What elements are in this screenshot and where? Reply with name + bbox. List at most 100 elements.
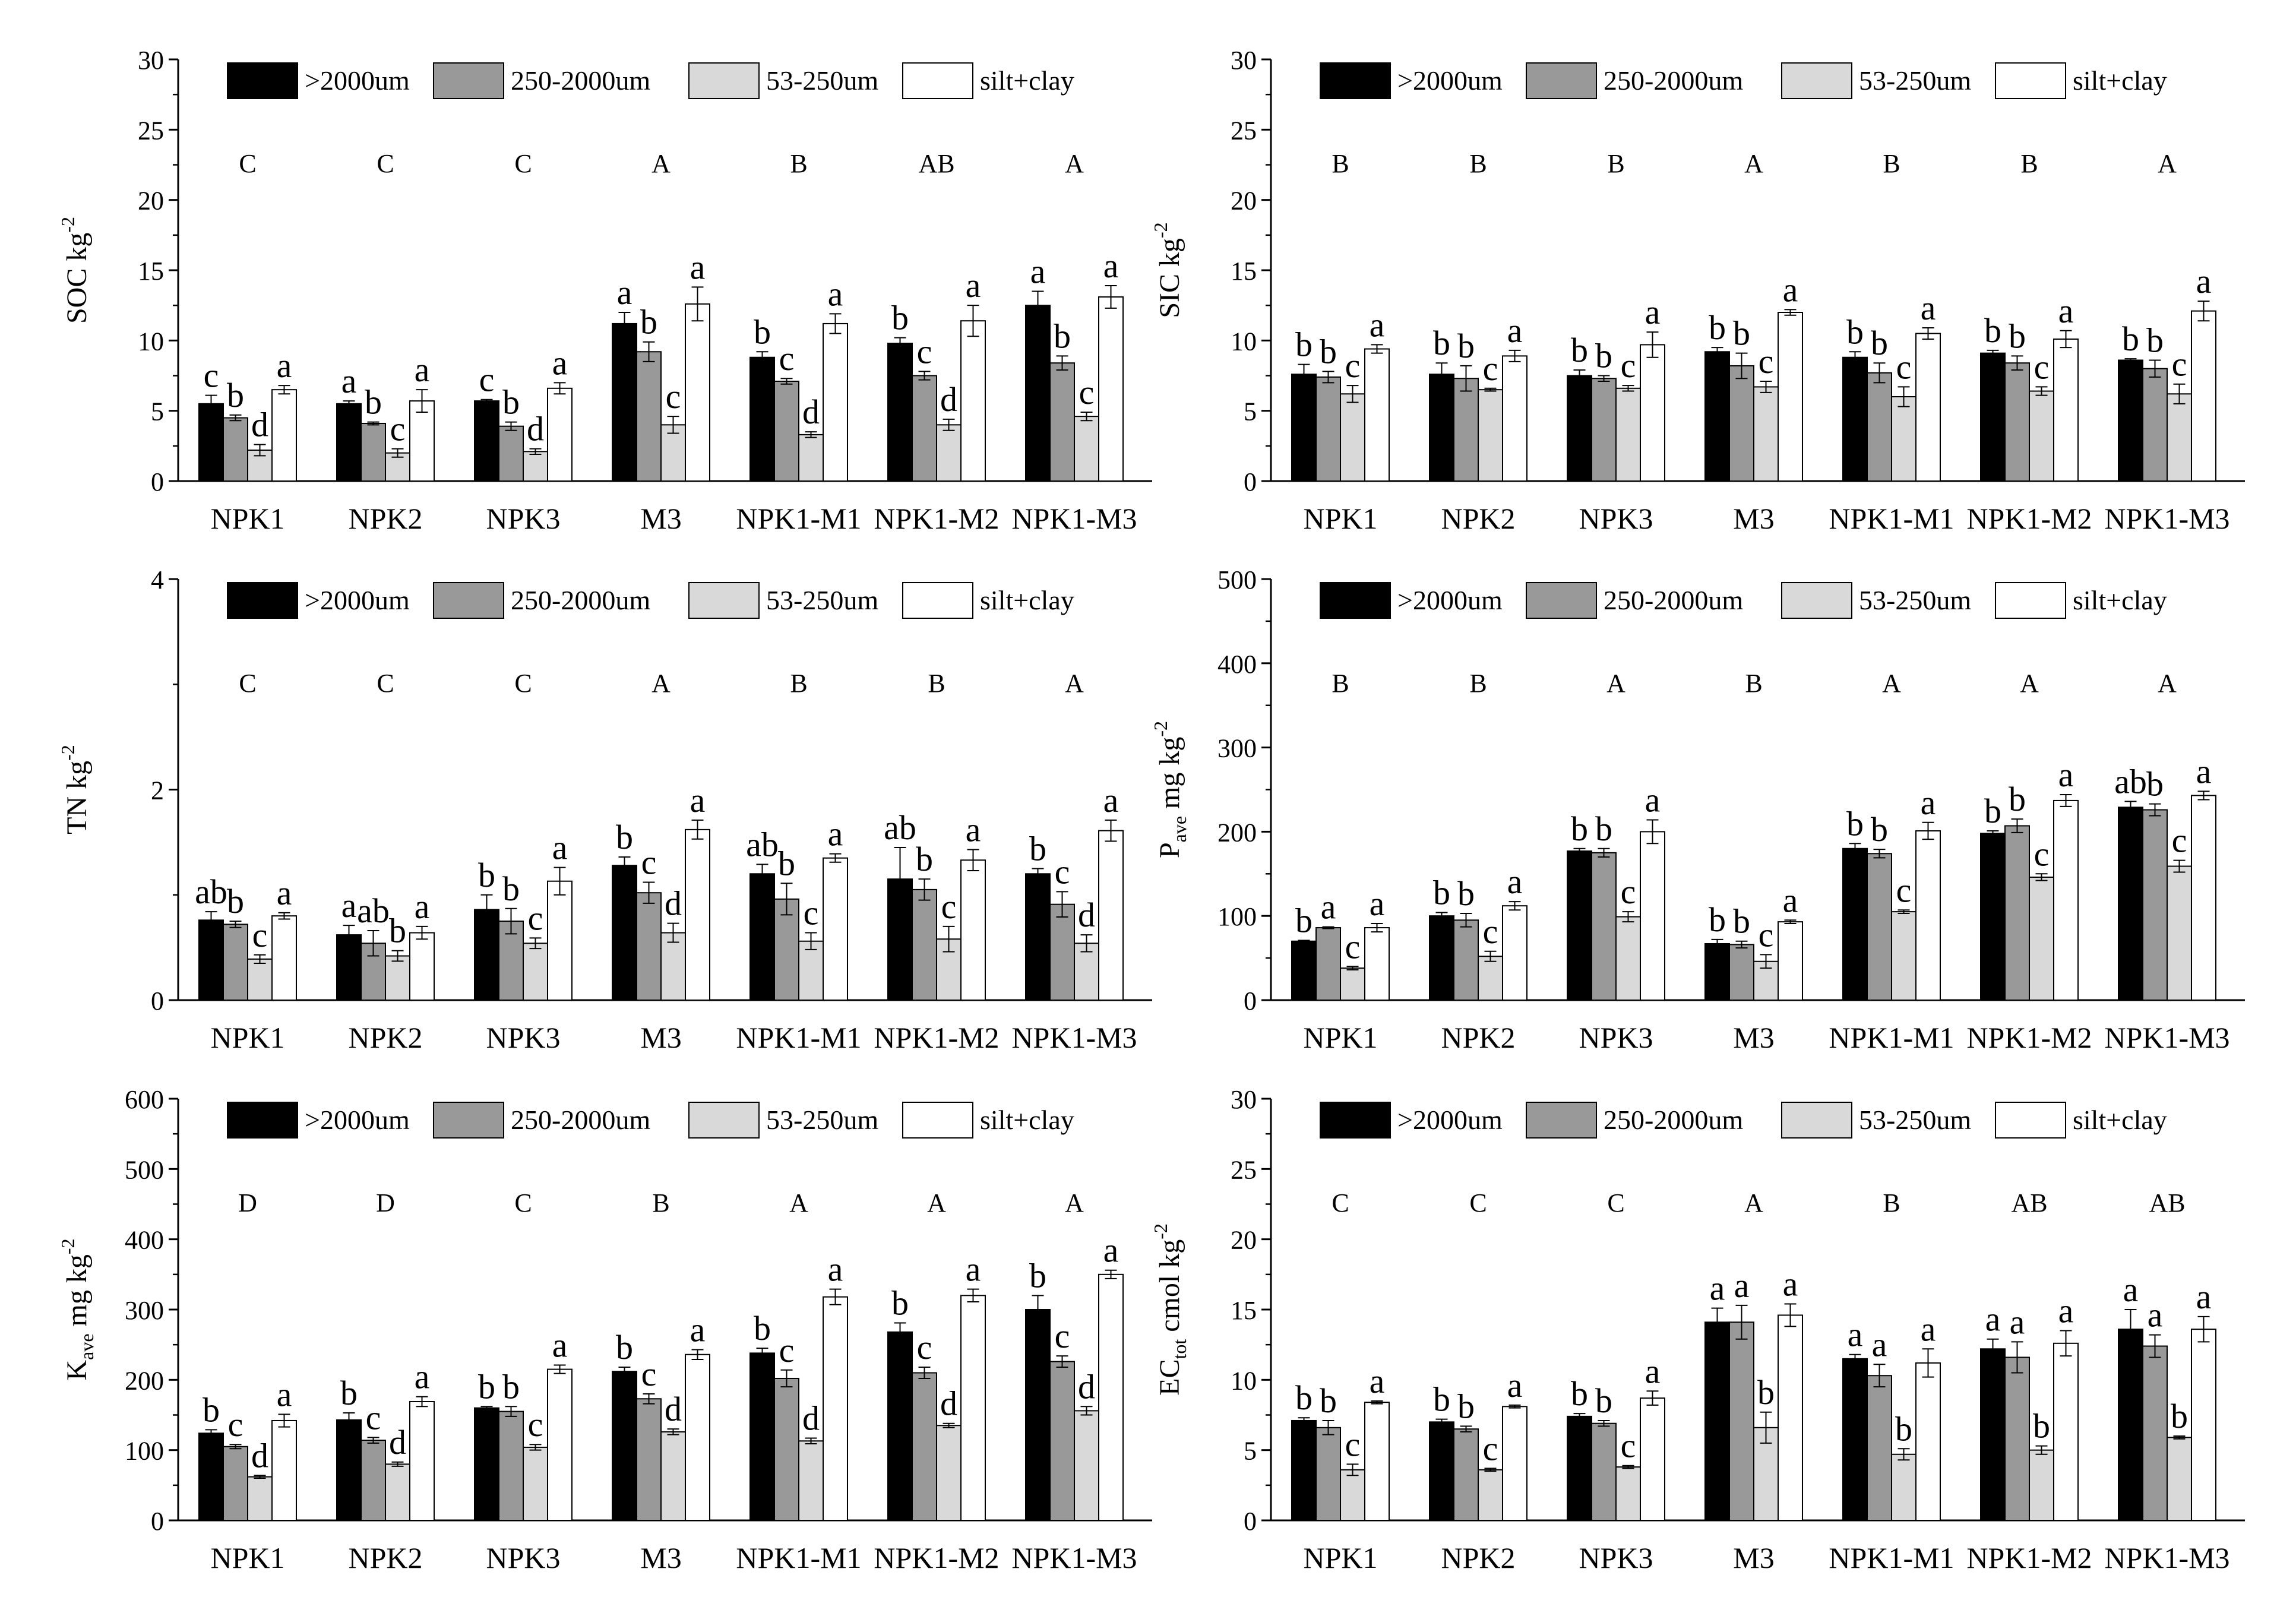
- legend-swatch: [902, 1102, 973, 1139]
- bar-significance-letter: b: [1433, 324, 1450, 362]
- bar: [960, 859, 986, 1001]
- y-axis-label-superscript: -2: [1150, 222, 1171, 238]
- bar-significance-letter: a: [1783, 270, 1798, 309]
- bar: [749, 873, 775, 1001]
- chart-panel-6: 0 5 10 15 20 25 30 ECtot cmol kg-2 >2000um 250-20…: [1150, 1085, 2245, 1574]
- x-tick-label: NPK3: [1579, 1021, 1653, 1054]
- y-tick-label: 20: [138, 186, 164, 216]
- bar: [1291, 1419, 1317, 1521]
- x-tick-label: M3: [640, 502, 681, 535]
- x-tick-label: NPK1: [210, 1541, 284, 1574]
- bar-significance-letter: b: [916, 840, 933, 878]
- y-axis-label: ECtot cmol kg-2: [1150, 1223, 1190, 1396]
- group-significance-letter: A: [1882, 669, 1901, 698]
- bar-significance-letter: b: [478, 856, 495, 894]
- bar: [1729, 944, 1754, 1001]
- bar: [1842, 356, 1868, 482]
- bar-significance-letter: b: [891, 1283, 909, 1322]
- bar-significance-letter: a: [690, 1310, 706, 1349]
- y-axis-label: Kave mg kg-2: [57, 1238, 97, 1380]
- legend-swatch: [1781, 582, 1852, 619]
- bar: [198, 403, 224, 482]
- bar: [1980, 833, 2006, 1001]
- bar-significance-letter: b: [2009, 780, 2026, 818]
- bar: [498, 425, 524, 482]
- bar: [1915, 1362, 1941, 1522]
- bar: [660, 932, 686, 1001]
- group-significance-letter: B: [2020, 149, 2038, 178]
- bar-significance-letter: b: [2146, 765, 2164, 804]
- group-significance-letter: C: [514, 149, 532, 178]
- group-significance-letter: B: [652, 1188, 669, 1217]
- bar: [1980, 1348, 2006, 1521]
- bar-significance-letter: c: [1896, 347, 1912, 386]
- bar-significance-letter: c: [917, 332, 932, 371]
- legend-swatch: [1320, 62, 1391, 99]
- x-tick-label: NPK2: [348, 1021, 422, 1054]
- bar: [385, 1463, 410, 1521]
- x-tick-label: NPK1-M2: [874, 502, 999, 535]
- y-axis-label-unit: kg: [61, 233, 93, 268]
- bar: [1591, 378, 1617, 482]
- bar-significance-letter: c: [2034, 834, 2050, 873]
- bar-significance-letter: b: [389, 912, 406, 950]
- x-tick-label: M3: [1733, 502, 1774, 535]
- bar-significance-letter: a: [1645, 1352, 1661, 1390]
- bar: [409, 400, 435, 482]
- x-tick-label: NPK2: [348, 1541, 422, 1574]
- bar: [2118, 359, 2143, 482]
- group-significance-letter: AB: [2149, 1188, 2185, 1217]
- bar-significance-letter: a: [277, 346, 292, 385]
- bar-significance-letter: b: [1457, 327, 1475, 365]
- bar-significance-letter: b: [203, 1390, 220, 1429]
- group-significance-letter: A: [652, 669, 671, 698]
- bar-significance-letter: b: [2033, 1407, 2050, 1446]
- x-tick-label: M3: [640, 1021, 681, 1054]
- x-tick-label: NPK1: [210, 502, 284, 535]
- y-axis-label-quantity: SOC: [61, 268, 93, 324]
- bar-significance-letter: b: [1709, 900, 1726, 939]
- bar-significance-letter: b: [1295, 901, 1313, 940]
- chart-panel-5: 0 100 200 300 400 500 600 Kave mg kg-2 >2000um 25…: [57, 1085, 1152, 1574]
- group-significance-letter: D: [238, 1188, 257, 1217]
- y-axis-label-quantity: TN: [61, 796, 93, 834]
- x-tick-label: NPK1-M1: [736, 1541, 861, 1574]
- bar: [2118, 807, 2143, 1001]
- y-tick-label: 5: [1244, 1437, 1257, 1466]
- bar: [2053, 799, 2079, 1001]
- y-tick-label: 300: [125, 1296, 164, 1325]
- y-axis-label: SIC kg-2: [1150, 222, 1185, 318]
- bar-significance-letter: a: [552, 828, 568, 867]
- group-significance-letter: C: [1607, 1188, 1624, 1217]
- legend-label: silt+clay: [980, 585, 1074, 615]
- bar: [1915, 830, 1941, 1001]
- bar-significance-letter: a: [2058, 1292, 2074, 1330]
- bar: [1315, 376, 1341, 482]
- bar-significance-letter: a: [415, 1358, 430, 1396]
- y-tick-label: 5: [1244, 397, 1257, 426]
- bar-significance-letter: b: [1571, 809, 1588, 848]
- bar: [2167, 393, 2192, 482]
- x-tick-label: NPK1: [1303, 1541, 1377, 1574]
- bar: [912, 888, 937, 1001]
- y-axis-label-superscript: -2: [57, 217, 78, 233]
- y-tick-label: 500: [125, 1155, 164, 1184]
- bar-significance-letter: a: [1030, 252, 1046, 291]
- bar-significance-letter: c: [1079, 373, 1095, 412]
- bar: [1049, 1361, 1075, 1521]
- bar-significance-letter: b: [891, 299, 909, 337]
- bar-significance-letter: a: [2058, 755, 2074, 794]
- bar: [823, 322, 848, 482]
- bar: [2053, 338, 2079, 482]
- legend-label: >2000um: [1397, 585, 1503, 615]
- bar: [1615, 387, 1641, 482]
- bar-significance-letter: b: [2171, 1397, 2188, 1435]
- group-significance-letter: B: [1607, 149, 1624, 178]
- legend-swatch: [433, 1102, 504, 1139]
- bar-significance-letter: b: [1733, 314, 1750, 353]
- bar: [823, 1296, 848, 1521]
- bar-significance-letter: c: [779, 1331, 795, 1370]
- bar-significance-letter: a: [552, 343, 568, 382]
- bar-significance-letter: b: [1295, 1378, 1313, 1417]
- legend-swatch: [1781, 1102, 1852, 1139]
